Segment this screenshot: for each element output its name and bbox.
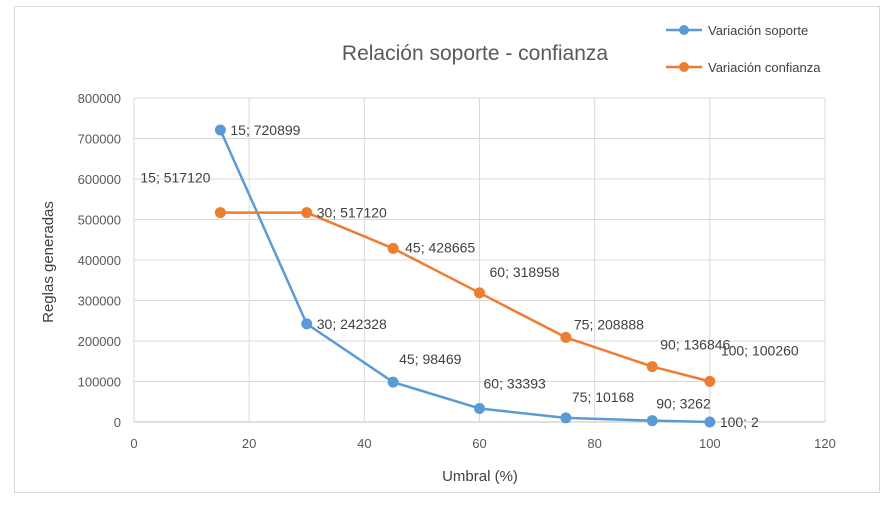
legend: Variación soporte Variación confianza (666, 23, 821, 75)
x-tick-label: 0 (130, 436, 137, 451)
chart-area (14, 6, 880, 493)
data-point[interactable] (301, 207, 313, 219)
data-point[interactable] (704, 375, 716, 387)
y-tick-label: 100000 (78, 375, 121, 390)
x-axis-ticks: 0 20 40 60 80 100 120 (130, 436, 835, 451)
x-tick-label: 120 (814, 436, 836, 451)
legend-marker-confianza (679, 62, 689, 72)
gridlines (133, 97, 826, 423)
data-point[interactable] (560, 331, 572, 343)
x-tick-label: 80 (587, 436, 601, 451)
data-label: 100; 100260 (721, 342, 799, 358)
x-tick-label: 20 (242, 436, 256, 451)
x-axis-title: Umbral (%) (442, 468, 518, 485)
data-label: 90; 136846 (660, 337, 730, 353)
series-layer (214, 124, 716, 428)
data-label: 75; 208888 (574, 316, 644, 332)
data-point[interactable] (474, 402, 485, 414)
legend-item-confianza[interactable]: Variación confianza (666, 60, 821, 75)
data-label: 90; 3262 (656, 396, 711, 412)
chart-title: Relación soporte - confianza (342, 42, 608, 65)
data-label: 100; 2 (720, 414, 759, 430)
data-label: 60; 318958 (490, 264, 560, 280)
data-point[interactable] (387, 376, 399, 388)
y-tick-label: 600000 (78, 172, 121, 187)
data-label: 45; 98469 (399, 351, 461, 367)
y-tick-label: 0 (114, 415, 121, 430)
data-point[interactable] (646, 415, 658, 427)
data-point[interactable] (646, 361, 658, 373)
data-label: 45; 428665 (405, 239, 475, 255)
y-tick-label: 800000 (78, 91, 121, 106)
y-axis-title: Reglas generadas (40, 201, 57, 323)
data-point[interactable] (301, 318, 313, 330)
data-point[interactable] (704, 416, 716, 428)
y-tick-label: 300000 (78, 294, 121, 309)
data-label: 15; 720899 (230, 122, 300, 138)
legend-label-confianza: Variación confianza (708, 60, 821, 75)
legend-item-soporte[interactable]: Variación soporte (666, 23, 808, 38)
x-tick-label: 100 (699, 436, 721, 451)
x-tick-label: 40 (357, 436, 371, 451)
data-labels: 15; 720899 30; 242328 45; 98469 60; 33393 75… (140, 122, 799, 430)
data-label: 30; 242328 (317, 316, 387, 332)
legend-marker-soporte (679, 25, 689, 35)
data-point[interactable] (214, 124, 226, 136)
data-point[interactable] (214, 207, 226, 219)
y-tick-label: 700000 (78, 132, 121, 147)
data-label: 75; 10168 (572, 389, 634, 405)
data-label: 60; 33393 (484, 375, 546, 391)
series-line (219, 129, 710, 424)
data-label: 30; 517120 (317, 205, 387, 221)
x-tick-label: 60 (472, 436, 486, 451)
y-tick-label: 500000 (78, 213, 121, 228)
y-tick-label: 200000 (78, 334, 121, 349)
y-axis-ticks: 0 100000 200000 300000 400000 500000 600000 700… (78, 91, 121, 430)
data-point[interactable] (560, 412, 572, 424)
data-point[interactable] (387, 242, 399, 254)
legend-label-soporte: Variación soporte (708, 23, 808, 38)
y-tick-label: 400000 (78, 253, 121, 268)
data-point[interactable] (474, 287, 485, 299)
data-label: 15; 517120 (140, 170, 210, 186)
